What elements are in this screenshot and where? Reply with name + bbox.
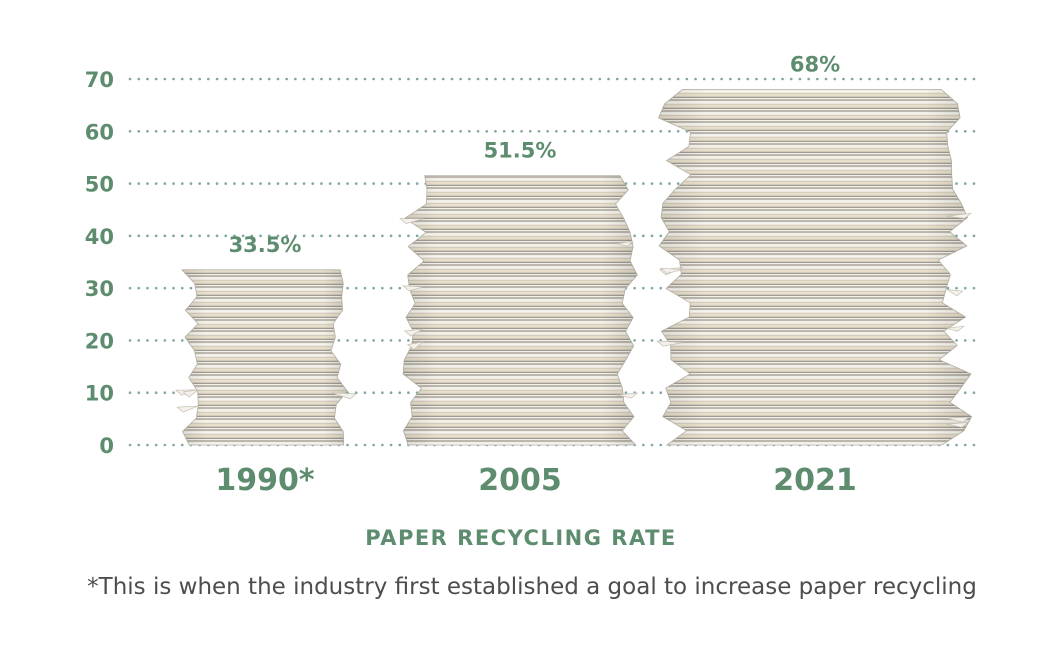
- paper-stack-shading: [658, 89, 972, 445]
- loose-sheet: [946, 416, 970, 423]
- loose-sheet: [616, 392, 639, 399]
- x-axis-title: PAPER RECYCLING RATE: [365, 526, 677, 550]
- paper-stacks: [174, 89, 973, 446]
- loose-sheet: [659, 267, 684, 274]
- value-label: 33.5%: [229, 233, 302, 257]
- loose-sheet: [182, 389, 200, 398]
- x-axis-ticks: 1990* 2005 2021: [215, 463, 856, 498]
- y-tick-label: 50: [85, 173, 114, 197]
- loose-sheet: [403, 328, 424, 337]
- paper-stack-bar: [399, 175, 639, 446]
- x-tick-label: 1990*: [215, 463, 314, 498]
- paper-stack-shading: [181, 269, 348, 445]
- y-tick-label: 0: [99, 434, 114, 458]
- paper-stack-shading: [403, 175, 638, 445]
- loose-sheet: [399, 218, 424, 225]
- x-tick-label: 2021: [773, 463, 857, 498]
- value-labels: 33.5% 51.5% 68%: [229, 52, 841, 256]
- y-axis-ticks: 0 10 20 30 40 50 60 70: [85, 68, 114, 458]
- y-tick-label: 30: [85, 277, 114, 301]
- loose-sheet: [946, 289, 964, 297]
- loose-sheet: [616, 240, 635, 247]
- x-tick-label: 2005: [478, 463, 562, 498]
- loose-sheet: [176, 405, 199, 413]
- paper-stack-bar: [174, 269, 358, 446]
- y-tick-label: 70: [85, 68, 114, 92]
- loose-sheet: [656, 340, 684, 347]
- loose-sheet: [402, 285, 424, 292]
- paper-stack-bar: [656, 89, 973, 446]
- y-tick-label: 40: [85, 225, 114, 249]
- loose-sheet: [407, 341, 425, 351]
- y-tick-label: 10: [85, 382, 114, 406]
- value-label: 51.5%: [484, 139, 557, 163]
- loose-sheet: [946, 325, 965, 332]
- loose-sheet: [331, 392, 358, 400]
- value-label: 68%: [790, 52, 840, 76]
- loose-sheet: [946, 421, 969, 428]
- loose-sheet: [946, 212, 972, 219]
- y-tick-label: 60: [85, 120, 114, 144]
- footnote: *This is when the industry first establi…: [87, 574, 977, 600]
- y-tick-label: 20: [85, 329, 114, 353]
